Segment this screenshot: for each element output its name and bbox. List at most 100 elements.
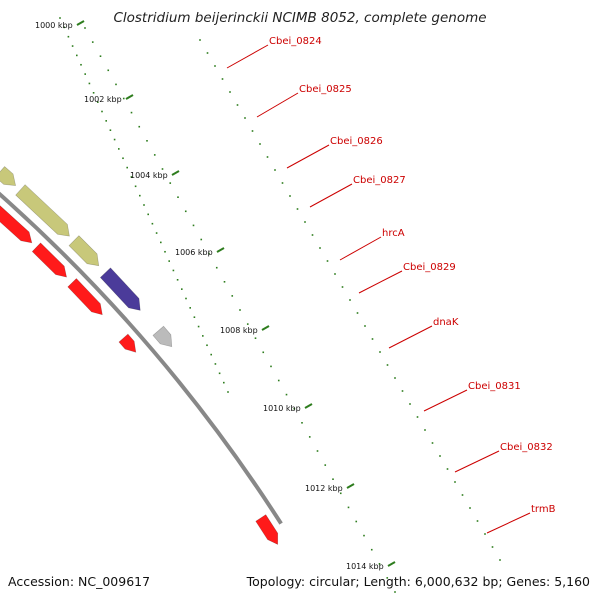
tick-dot: [139, 194, 141, 197]
tick-dot: [356, 312, 359, 314]
kbp-tick-label: 1006 kbp: [175, 248, 213, 257]
tick-dot: [185, 297, 187, 300]
map-title: Clostridium beijerinckii NCIMB 8052, com…: [113, 10, 486, 26]
gene-label-cbei_0825: Cbei_0825: [299, 84, 352, 95]
tick-dot: [236, 104, 239, 106]
tick-dot: [122, 157, 124, 160]
tick-dot: [270, 365, 272, 368]
tick-dot: [364, 325, 366, 327]
gene-label-cbei_0824: Cbei_0824: [269, 36, 322, 47]
tick-dot: [401, 390, 404, 392]
tick-dot: [107, 69, 110, 72]
tick-dot: [277, 379, 280, 382]
tick-dot: [334, 273, 336, 275]
tick-dot: [97, 101, 99, 103]
leader-line: [454, 450, 500, 473]
tick-dot: [311, 234, 314, 236]
kbp-tick-label: 1000 kbp: [35, 21, 73, 30]
gene-arrow-red: [118, 333, 137, 353]
leader-line: [486, 512, 531, 534]
tick-dot: [379, 351, 381, 353]
tick-dot: [499, 559, 501, 561]
kbp-tick-mark: [216, 247, 225, 253]
gene-label-dnak: dnaK: [433, 317, 459, 328]
tick-dot: [88, 82, 91, 85]
tick-dot: [301, 422, 303, 424]
tick-dot: [246, 323, 249, 325]
tick-dot: [130, 111, 133, 114]
tick-dot: [161, 168, 164, 170]
tick-dot: [394, 377, 396, 379]
tick-dot: [189, 307, 191, 309]
tick-dot: [476, 520, 479, 522]
tick-dot: [177, 196, 179, 198]
leader-line: [358, 270, 403, 294]
tick-dot: [153, 154, 156, 156]
tick-dot: [193, 316, 196, 318]
tick-dot: [370, 548, 373, 551]
tick-dot: [126, 166, 128, 169]
tick-dot: [223, 281, 226, 283]
gene-arrow-red: [67, 278, 103, 316]
tick-dot: [184, 210, 187, 213]
tick-dot: [99, 55, 102, 57]
tick-dot: [266, 156, 269, 158]
tick-dot: [214, 363, 217, 365]
tick-dot: [409, 403, 411, 405]
tick-dot: [349, 299, 351, 301]
gene-arrow-red: [0, 205, 33, 244]
gene-label-trmb: trmB: [531, 504, 556, 515]
leader-line: [339, 236, 382, 261]
tick-dot: [227, 391, 229, 393]
backbone-layer: [0, 191, 283, 525]
leader-lines-layer: [226, 44, 531, 534]
tick-dot: [91, 41, 94, 43]
tick-dot: [218, 372, 221, 375]
gene-arrow-dnak: [15, 184, 70, 237]
tick-dot: [122, 97, 125, 100]
kbp-tick-label: 1004 kbp: [130, 171, 168, 180]
tick-dot: [147, 213, 149, 216]
tick-dot: [239, 309, 241, 311]
tick-dot: [484, 533, 486, 535]
tick-dot: [221, 78, 224, 80]
tick-dot: [262, 351, 265, 354]
tick-dot: [84, 27, 86, 29]
tick-dot: [113, 138, 116, 141]
tick-dot: [181, 288, 183, 290]
gene-arrows-layer: [0, 166, 279, 545]
tick-dot: [244, 117, 246, 119]
tick-dot: [461, 494, 464, 496]
kbp-tick-label: 1002 kbp: [84, 95, 122, 104]
tick-dot: [146, 140, 148, 142]
tick-dot: [84, 73, 86, 75]
tick-dot: [214, 65, 216, 67]
tick-dot: [439, 455, 441, 457]
gene-label-cbei_0832: Cbei_0832: [500, 442, 553, 453]
tick-dot: [324, 464, 327, 466]
kbp-tick-label: 1008 kbp: [220, 326, 258, 335]
tick-dot: [206, 344, 208, 347]
tick-dot: [223, 381, 225, 384]
tick-dot: [281, 182, 284, 184]
tick-dot: [199, 39, 201, 41]
tick-dot: [169, 182, 172, 184]
tick-dot: [251, 130, 254, 132]
tick-dot: [289, 195, 291, 197]
tick-dot: [231, 295, 234, 297]
kbp-tick-label: 1010 kbp: [263, 404, 301, 413]
tick-dot: [355, 520, 358, 523]
tick-dot: [347, 506, 350, 509]
tick-dot: [92, 92, 95, 94]
tick-dot: [155, 232, 158, 234]
tick-dot: [431, 442, 434, 444]
gene-arrow-cbei_0831: [68, 235, 100, 267]
tick-dot: [341, 286, 344, 288]
tick-dot: [160, 241, 162, 244]
tick-dot: [202, 335, 204, 337]
tick-dot: [259, 143, 261, 145]
tick-dot: [416, 416, 419, 418]
tick-dot: [192, 224, 195, 227]
